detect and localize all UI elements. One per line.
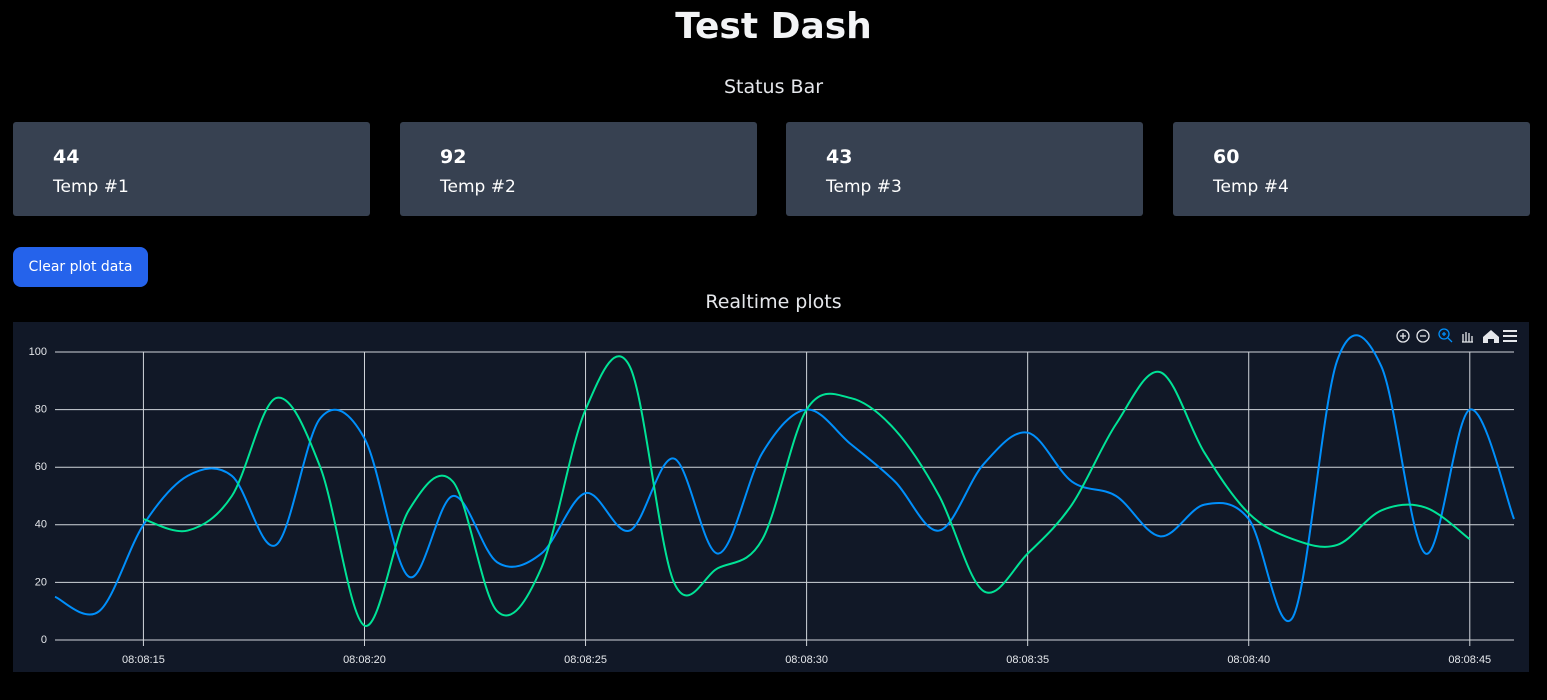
card-value: 60 <box>1213 146 1240 168</box>
chart-background <box>13 322 1529 672</box>
zoom-select[interactable] <box>1438 328 1453 343</box>
status-card: 60 Temp #4 <box>1173 122 1530 216</box>
series-line <box>143 355 1471 627</box>
zoom-out[interactable] <box>1416 329 1430 343</box>
x-tick-label: 08:08:30 <box>785 654 828 666</box>
y-tick-label: 80 <box>35 404 47 416</box>
reset[interactable] <box>1483 330 1499 343</box>
x-tick-label: 08:08:45 <box>1448 654 1491 666</box>
clear-button[interactable]: Clear plot data <box>13 247 148 287</box>
x-tick-label: 08:08:35 <box>1006 654 1049 666</box>
y-tick-label: 40 <box>35 519 47 531</box>
menu[interactable] <box>1503 330 1517 342</box>
y-tick-label: 100 <box>29 346 47 358</box>
status-card: 43 Temp #3 <box>786 122 1143 216</box>
x-tick-label: 08:08:15 <box>122 654 165 666</box>
chart: 0 20 40 60 80 100 08:08:15 08:08:20 08:08:25 08:0… <box>13 322 1529 672</box>
status-card: 44 Temp #1 <box>13 122 370 216</box>
y-tick-label: 20 <box>35 576 47 588</box>
x-tick-label: 08:08:40 <box>1227 654 1270 666</box>
status-card: 92 Temp #2 <box>400 122 757 216</box>
pan[interactable] <box>1462 332 1473 343</box>
section-title: Status Bar <box>723 76 824 98</box>
y-tick-label: 0 <box>41 634 47 646</box>
card-label: Temp #1 <box>53 177 129 197</box>
card-value: 43 <box>826 146 853 168</box>
page-title: Test Dash <box>675 6 872 47</box>
y-tick-label: 60 <box>35 461 47 473</box>
card-value: 44 <box>53 146 80 168</box>
section-title: Realtime plots <box>705 291 842 313</box>
series-line <box>54 334 1515 622</box>
zoom-in[interactable] <box>1396 329 1410 343</box>
card-label: Temp #2 <box>440 177 516 197</box>
x-tick-label: 08:08:20 <box>343 654 386 666</box>
card-value: 92 <box>440 146 467 168</box>
card-label: Temp #3 <box>826 177 902 197</box>
card-label: Temp #4 <box>1213 177 1289 197</box>
x-tick-label: 08:08:25 <box>564 654 607 666</box>
toolbar <box>1396 328 1517 343</box>
